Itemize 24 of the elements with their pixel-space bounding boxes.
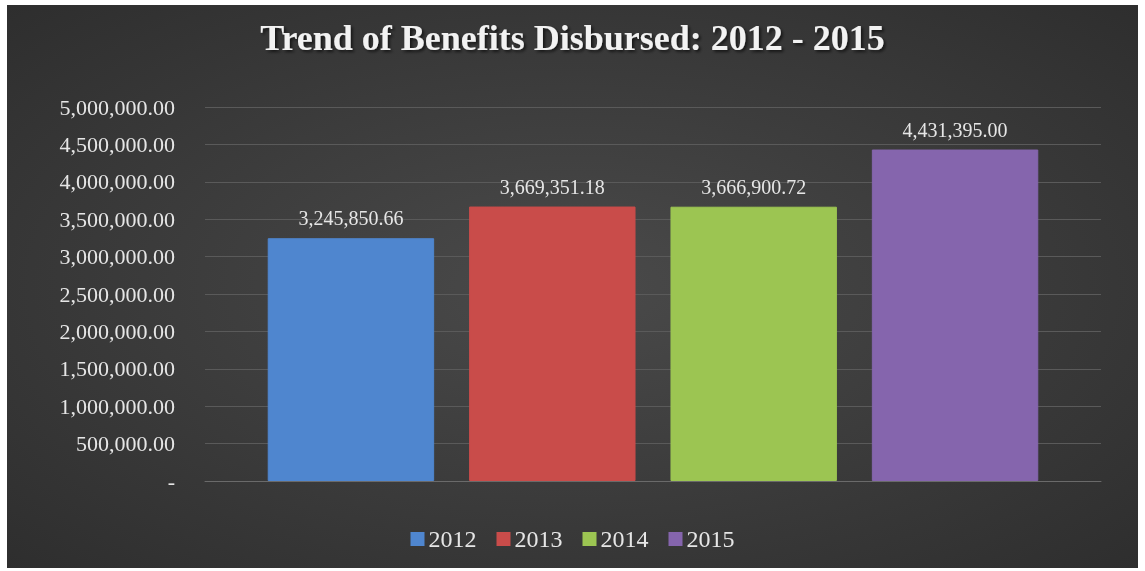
bar: [267, 238, 435, 481]
y-tick-label: 1,000,000.00: [59, 393, 175, 419]
data-label: 3,666,900.72: [701, 175, 807, 198]
y-tick-label: 2,000,000.00: [59, 318, 175, 344]
legend-label: 2013: [514, 526, 563, 552]
data-label: 3,245,850.66: [298, 207, 404, 230]
y-tick-label: 4,500,000.00: [59, 131, 175, 157]
y-tick-label: 2,500,000.00: [59, 281, 175, 307]
bar: [871, 149, 1039, 481]
bar: [469, 206, 636, 481]
y-tick-label: 5,000,000.00: [59, 94, 175, 120]
legend-label: 2012: [428, 526, 477, 552]
data-label: 3,669,351.18: [499, 175, 605, 198]
bar: [670, 206, 837, 481]
y-tick-label: 1,500,000.00: [59, 356, 175, 382]
data-label: 4,431,395.00: [902, 118, 1008, 141]
y-tick-label: 3,500,000.00: [59, 206, 175, 232]
y-tick-label: -: [167, 468, 175, 494]
chart-title: Trend of Benefits Disbursed: 2012 - 2015: [260, 18, 885, 58]
y-tick-label: 3,000,000.00: [59, 244, 175, 270]
legend-label: 2014: [600, 526, 649, 552]
y-tick-label: 4,000,000.00: [59, 169, 175, 195]
legend-label: 2015: [686, 526, 735, 552]
y-tick-label: 500,000.00: [76, 431, 175, 457]
